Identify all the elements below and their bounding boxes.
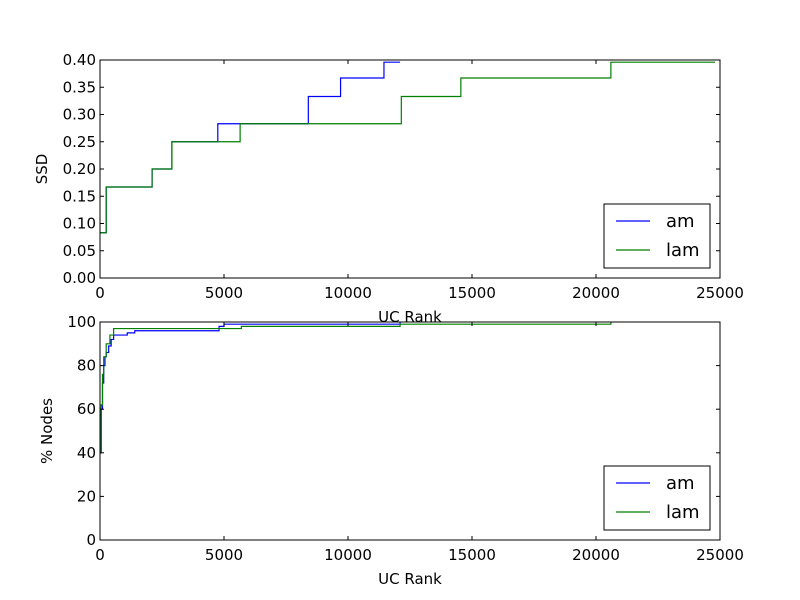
y-tick-label: 80: [77, 357, 96, 375]
x-tick-label: 10000: [324, 284, 372, 302]
series-group: [100, 322, 612, 454]
x-tick-label: 0: [95, 546, 105, 564]
legend-box: [603, 203, 711, 269]
legend-label-lam: lam: [666, 502, 700, 523]
x-tick-label: 20000: [572, 546, 620, 564]
x-tick-label: 5000: [205, 284, 243, 302]
x-tick-label: 0: [95, 284, 105, 302]
x-tick-label: 20000: [572, 284, 620, 302]
ssd-chart: 0 5000 10000 15000 20000 25000 0.00 0.05 0.10 0.1…: [33, 51, 744, 326]
y-tick-label: 0.00: [63, 269, 96, 287]
series-line-lam: [100, 61, 716, 234]
x-axis-label: UC Rank: [378, 570, 442, 588]
y-tick-label: 0.05: [63, 242, 96, 260]
series-line-lam: [100, 322, 612, 454]
y-tick-label: 100: [67, 313, 96, 331]
y-tick-label: 0.10: [63, 215, 96, 233]
y-tick-label: 0: [86, 531, 96, 549]
legend-label-am: am: [666, 473, 695, 494]
x-tick-label: 25000: [696, 546, 744, 564]
y-tick-label: 0.30: [63, 106, 96, 124]
y-tick-label: 20: [77, 487, 96, 505]
plot-frame: [99, 321, 721, 541]
series-group: [100, 61, 716, 234]
y-tick-label: 0.40: [63, 51, 96, 69]
series-line-am: [100, 322, 401, 454]
legend-label-am: am: [666, 211, 695, 232]
x-tick-label: 15000: [448, 546, 496, 564]
y-tick-label: 0.20: [63, 160, 96, 178]
legend: am lam: [603, 203, 711, 269]
y-tick-label: 0.15: [63, 187, 96, 205]
x-tick-label: 10000: [324, 546, 372, 564]
nodes-chart: 0 5000 10000 15000 20000 25000 0 20 40 60 80 100 UC …: [38, 313, 744, 588]
x-tick-label: 25000: [696, 284, 744, 302]
x-tick-label: 15000: [448, 284, 496, 302]
y-axis-label: % Nodes: [38, 398, 56, 464]
legend: am lam: [603, 465, 711, 531]
series-line-am: [100, 61, 401, 234]
y-tick-label: 0.35: [63, 78, 96, 96]
x-axis-label: UC Rank: [378, 308, 442, 326]
legend-label-lam: lam: [666, 240, 700, 261]
legend-box: [603, 465, 711, 531]
y-axis-label: SSD: [33, 154, 51, 185]
y-tick-label: 40: [77, 444, 96, 462]
x-tick-label: 5000: [205, 546, 243, 564]
y-tick-label: 60: [77, 400, 96, 418]
y-tick-label: 0.25: [63, 133, 96, 151]
